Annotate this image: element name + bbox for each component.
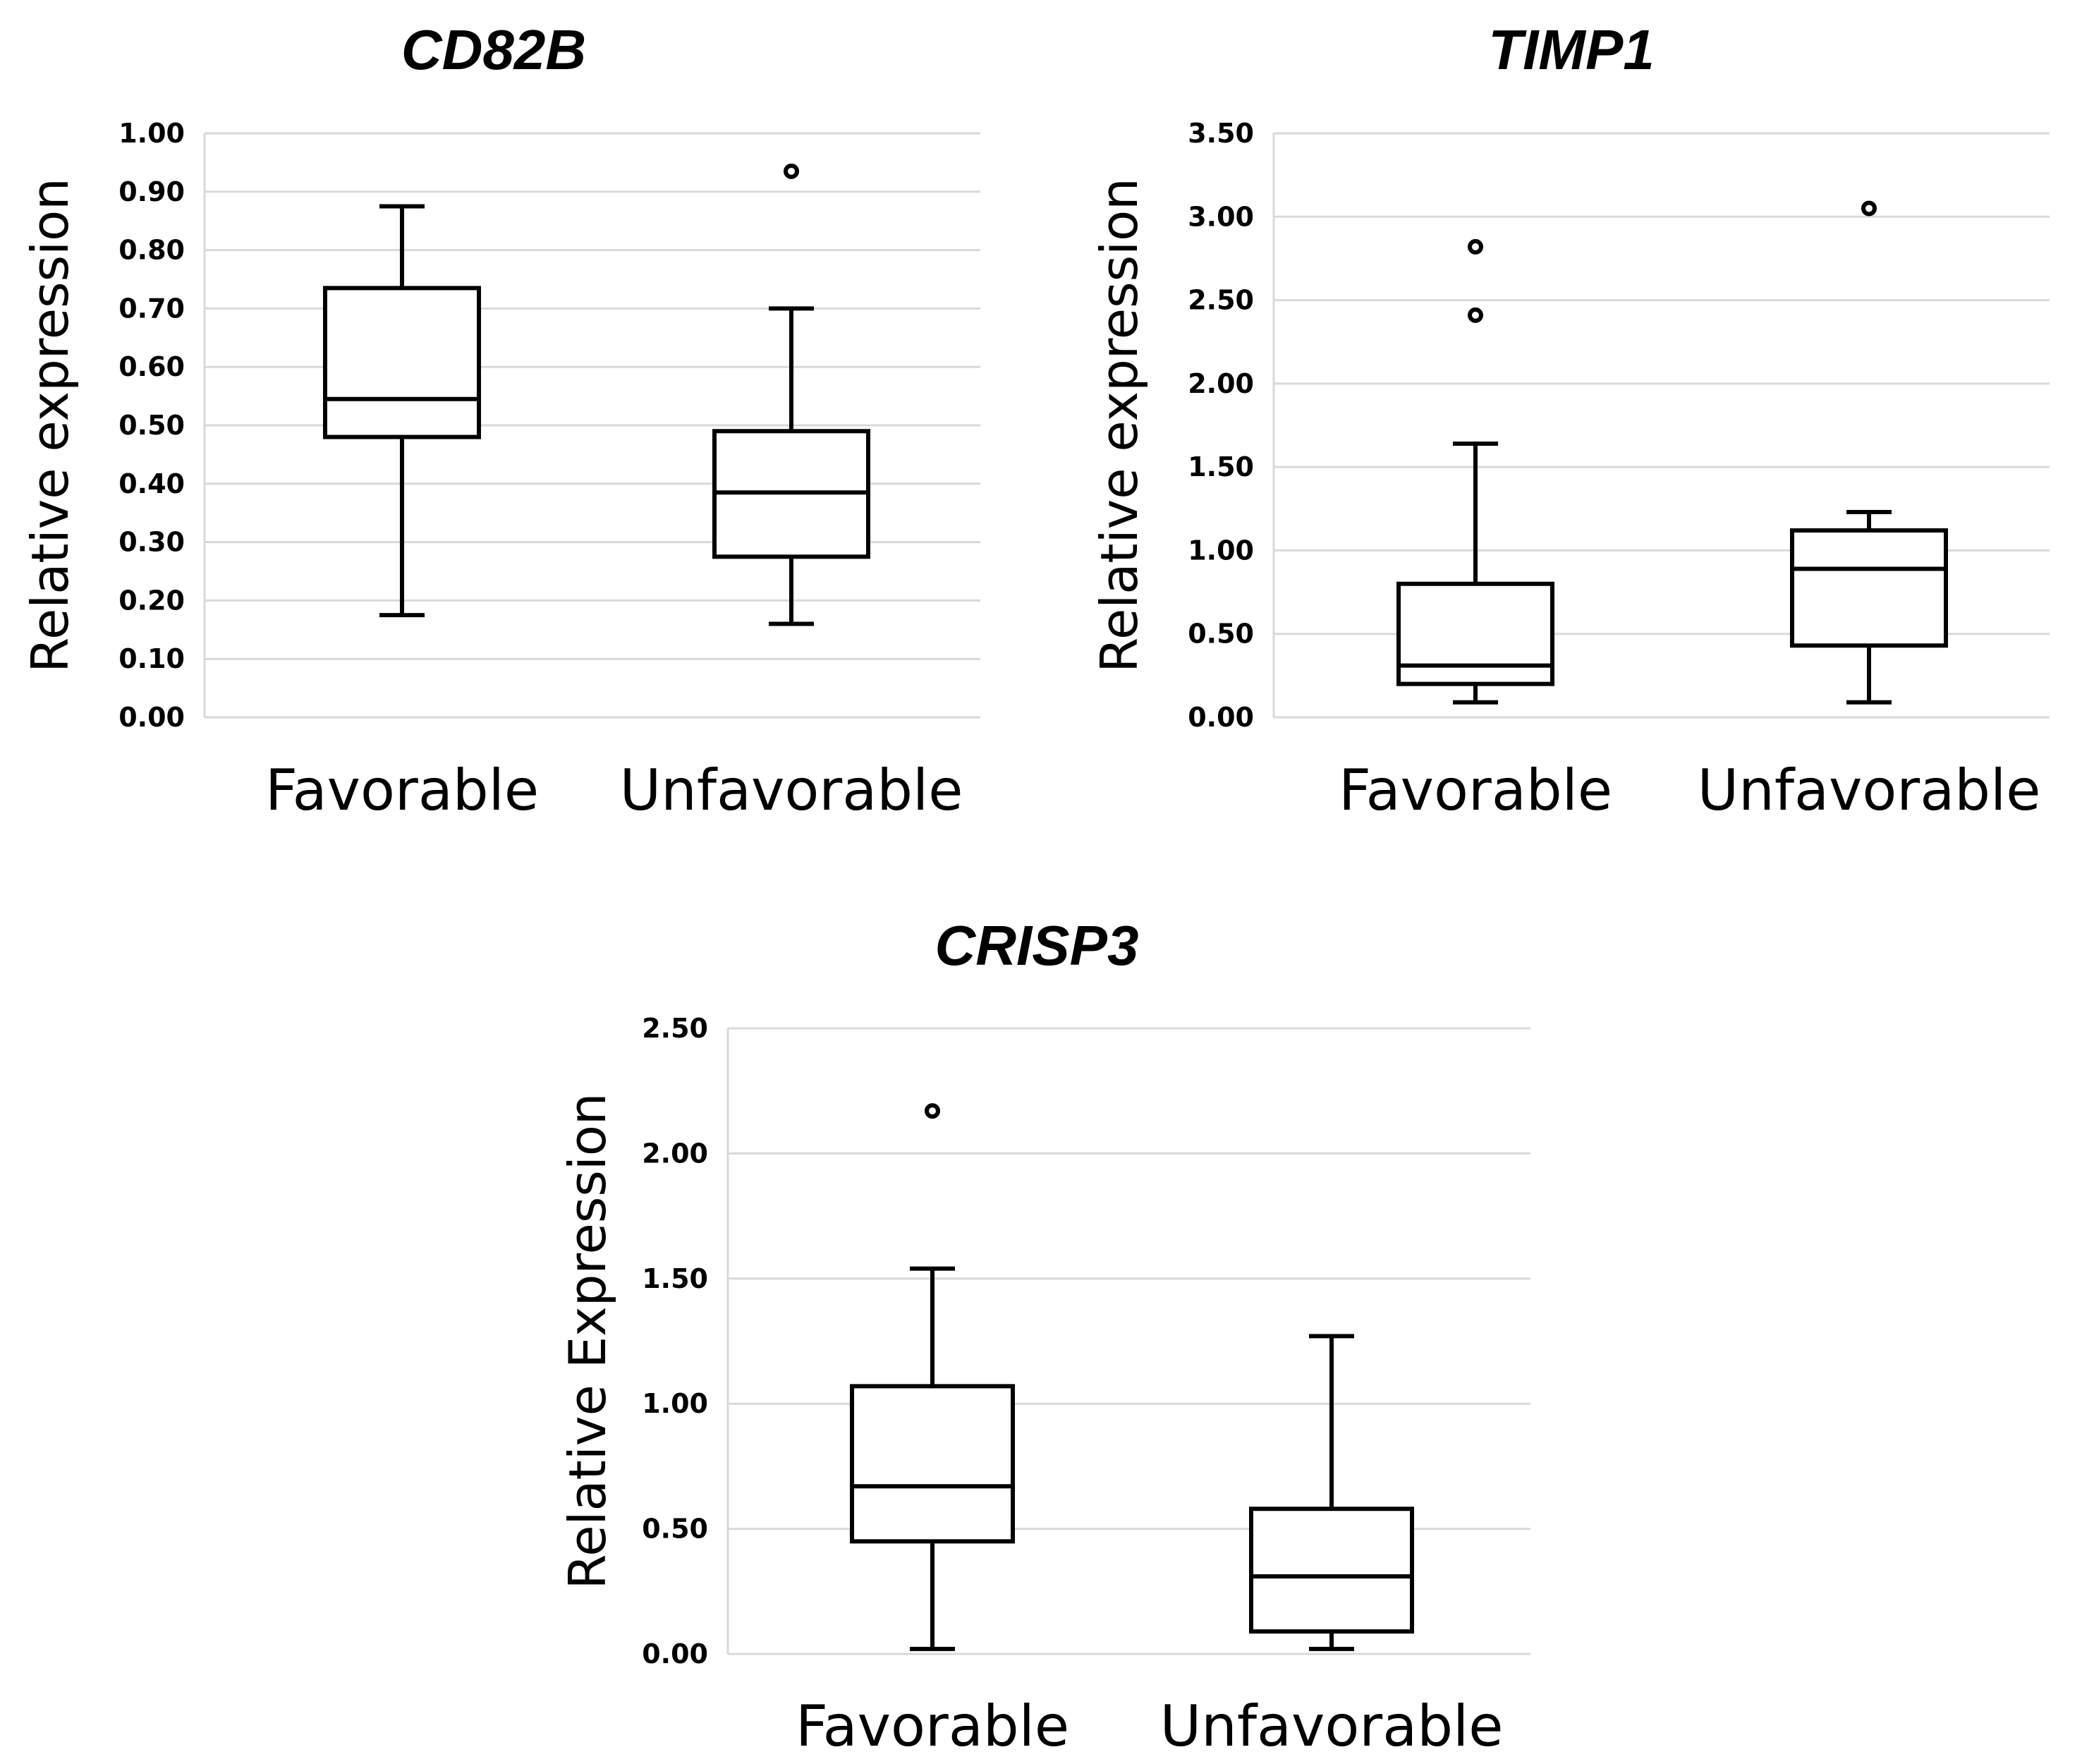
cd82b-iqr-box bbox=[323, 286, 481, 439]
cd82b-ytick-label: 0.40 bbox=[118, 468, 185, 499]
cd82b-ytick-label: 1.00 bbox=[118, 118, 185, 149]
timp1-ytick-label: 3.50 bbox=[1188, 118, 1254, 149]
crisp3-ytick-label: 1.00 bbox=[642, 1388, 708, 1419]
timp1-ytick-label: 1.50 bbox=[1188, 451, 1254, 482]
cd82b-ytick-label: 0.00 bbox=[118, 702, 185, 733]
cd82b-ytick-label: 0.80 bbox=[118, 235, 185, 266]
crisp3-iqr-box bbox=[850, 1384, 1015, 1544]
cd82b-ytick-label: 0.70 bbox=[118, 293, 185, 324]
crisp3-category-label: Unfavorable bbox=[1160, 1693, 1504, 1759]
crisp3-ytick-label: 1.50 bbox=[642, 1263, 708, 1294]
panel-crisp3: 0.00 0.50 1.00 1.50 2.00 2.50 CRISP3 Relative E… bbox=[558, 914, 1530, 1759]
panel-cd82b: 0.00 0.10 0.20 0.30 0.40 0.50 0.60 0.70 0.80 0.90… bbox=[20, 18, 980, 823]
cd82b-box-favorable bbox=[323, 204, 481, 618]
cd82b-ytick-label: 0.60 bbox=[118, 351, 185, 382]
timp1-chart-title: TIMP1 bbox=[1488, 18, 1655, 81]
cd82b-category-label: Favorable bbox=[265, 758, 539, 823]
timp1-box-unfavorable bbox=[1790, 200, 1948, 705]
panel-timp1: 0.00 0.50 1.00 1.50 2.00 2.50 3.00 3.50 TIMP1 Rel… bbox=[1090, 18, 2050, 823]
crisp3-box-favorable bbox=[850, 1103, 1015, 1651]
cd82b-y-axis-label: Relative expression bbox=[20, 178, 80, 673]
timp1-y-axis-label: Relative expression bbox=[1090, 178, 1149, 673]
cd82b-ytick-label: 0.50 bbox=[118, 410, 185, 441]
timp1-box-favorable bbox=[1396, 238, 1554, 705]
crisp3-y-axis-label: Relative Expression bbox=[558, 1093, 617, 1589]
timp1-ytick-label: 2.00 bbox=[1188, 368, 1254, 399]
timp1-ytick-label: 1.00 bbox=[1188, 535, 1254, 566]
crisp3-ytick-label: 2.00 bbox=[642, 1138, 708, 1169]
timp1-ytick-label: 0.50 bbox=[1188, 619, 1254, 650]
timp1-category-label: Favorable bbox=[1339, 758, 1612, 823]
cd82b-ytick-label: 0.90 bbox=[118, 176, 185, 207]
timp1-outlier-point bbox=[1861, 200, 1877, 217]
crisp3-ytick-label: 2.50 bbox=[642, 1013, 708, 1044]
cd82b-ytick-label: 0.20 bbox=[118, 585, 185, 616]
timp1-iqr-box bbox=[1396, 581, 1554, 686]
crisp3-iqr-box bbox=[1249, 1507, 1414, 1634]
crisp3-box-unfavorable bbox=[1249, 1334, 1414, 1651]
timp1-ytick-label: 0.00 bbox=[1188, 702, 1254, 733]
cd82b-box-unfavorable bbox=[712, 163, 870, 626]
crisp3-ytick-label: 0.00 bbox=[642, 1638, 708, 1669]
timp1-ytick-label: 3.00 bbox=[1188, 201, 1254, 232]
timp1-category-label: Unfavorable bbox=[1698, 758, 2041, 823]
cd82b-ytick-label: 0.10 bbox=[118, 643, 185, 674]
cd82b-chart-title: CD82B bbox=[401, 18, 586, 81]
timp1-outlier-point bbox=[1468, 307, 1483, 323]
timp1-ytick-label: 2.50 bbox=[1188, 285, 1254, 316]
crisp3-chart-title: CRISP3 bbox=[935, 914, 1139, 977]
crisp3-category-label: Favorable bbox=[796, 1693, 1069, 1759]
crisp3-ytick-label: 0.50 bbox=[642, 1514, 708, 1545]
cd82b-ytick-label: 0.30 bbox=[118, 527, 185, 558]
timp1-outlier-point bbox=[1468, 238, 1483, 255]
cd82b-category-label: Unfavorable bbox=[620, 758, 963, 823]
crisp3-outlier-point bbox=[925, 1103, 940, 1119]
cd82b-outlier-point bbox=[784, 163, 799, 179]
timp1-iqr-box bbox=[1790, 528, 1948, 648]
